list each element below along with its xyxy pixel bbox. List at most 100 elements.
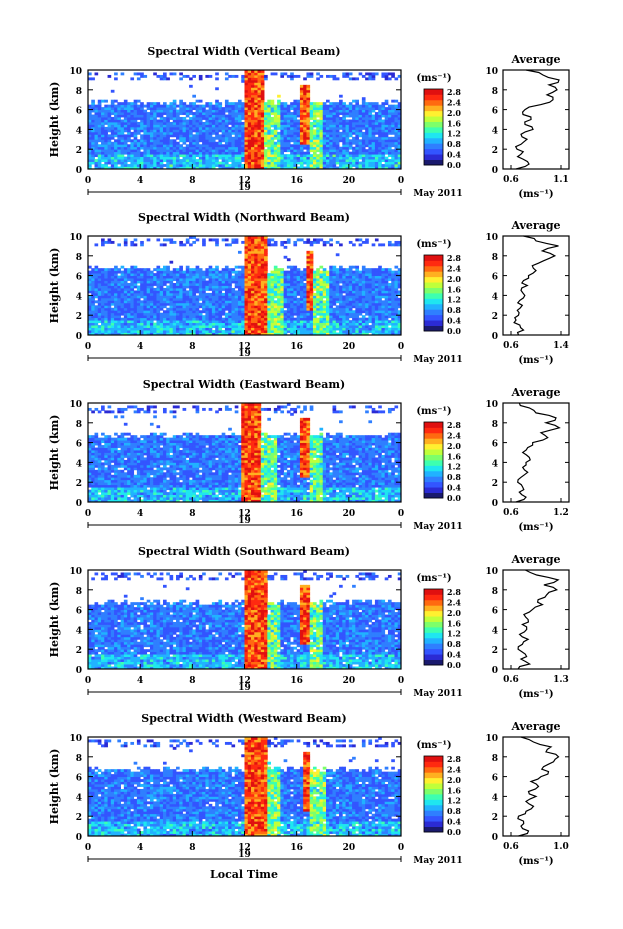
heatmap-cell bbox=[117, 159, 121, 162]
heatmap-cell bbox=[88, 77, 92, 81]
heatmap-cell bbox=[374, 107, 379, 111]
heatmap-cell bbox=[192, 307, 196, 311]
heatmap-cell bbox=[270, 141, 275, 145]
heatmap-cell bbox=[91, 292, 95, 296]
heatmap-cell bbox=[371, 74, 376, 78]
heatmap-cell bbox=[205, 74, 210, 78]
heatmap-cell bbox=[208, 330, 213, 333]
heatmap-cell bbox=[208, 305, 213, 309]
heatmap-cell bbox=[234, 315, 239, 319]
heatmap-cell bbox=[224, 265, 229, 269]
heatmap-cell bbox=[365, 141, 369, 145]
heatmap-cell bbox=[371, 124, 376, 128]
heatmap-cell bbox=[244, 245, 249, 249]
heatmap-cell bbox=[198, 297, 203, 301]
heatmap-cell bbox=[280, 149, 285, 153]
heatmap-cell bbox=[110, 131, 115, 135]
heatmap-cell bbox=[192, 117, 196, 120]
heatmap-cell bbox=[143, 307, 148, 311]
heatmap-cell bbox=[123, 322, 128, 326]
heatmap-cell bbox=[312, 327, 317, 331]
heatmap-cell bbox=[94, 325, 99, 328]
heatmap-cell bbox=[179, 283, 183, 286]
heatmap-cell bbox=[254, 268, 258, 272]
heatmap-cell bbox=[189, 297, 193, 301]
colorbar-tick-label: 2.0 bbox=[447, 108, 461, 118]
heatmap-cell bbox=[339, 156, 343, 160]
heatmap-cell bbox=[339, 154, 343, 158]
heatmap-cell bbox=[260, 139, 265, 143]
heatmap-cell bbox=[244, 87, 249, 91]
heatmap-cell bbox=[254, 166, 258, 170]
heatmap-cell bbox=[169, 240, 174, 244]
heatmap-cell bbox=[94, 270, 99, 274]
heatmap-cell bbox=[286, 159, 291, 162]
heatmap-cell bbox=[326, 327, 330, 331]
heatmap-cell bbox=[153, 290, 157, 294]
heatmap-cell bbox=[316, 240, 320, 244]
heatmap-cell bbox=[234, 322, 239, 326]
heatmap-cell bbox=[283, 270, 288, 274]
heatmap-cell bbox=[91, 302, 95, 306]
heatmap-cell bbox=[254, 129, 258, 133]
heatmap-cell bbox=[251, 87, 255, 91]
heatmap-cell bbox=[286, 141, 291, 145]
heatmap-cell bbox=[123, 325, 128, 328]
heatmap-cell bbox=[143, 104, 148, 108]
heatmap-cell bbox=[251, 77, 255, 81]
heatmap-cell bbox=[322, 307, 327, 311]
heatmap-cell bbox=[322, 161, 327, 165]
heatmap-cell bbox=[120, 325, 125, 328]
heatmap-cell bbox=[358, 119, 363, 123]
heatmap-cell bbox=[153, 280, 157, 284]
heatmap-cell bbox=[355, 112, 360, 115]
heatmap-cell bbox=[384, 77, 389, 81]
heatmap-cell bbox=[391, 119, 395, 123]
heatmap-cell bbox=[215, 126, 219, 130]
heatmap-cell bbox=[251, 305, 255, 309]
heatmap-cell bbox=[309, 290, 314, 294]
heatmap-cell bbox=[136, 300, 141, 304]
heatmap-cell bbox=[247, 317, 252, 321]
heatmap-cell bbox=[169, 302, 174, 306]
heatmap-cell bbox=[107, 270, 112, 274]
heatmap-cell bbox=[202, 283, 206, 286]
heatmap-cell bbox=[159, 280, 164, 284]
heatmap-cell bbox=[101, 273, 105, 277]
heatmap-cell bbox=[221, 273, 226, 277]
heatmap-cell bbox=[277, 275, 281, 279]
heatmap-cell bbox=[159, 134, 164, 138]
heatmap-cell bbox=[247, 119, 252, 123]
heatmap-cell bbox=[182, 126, 187, 130]
heatmap-cell bbox=[264, 312, 268, 316]
heatmap-cell bbox=[316, 161, 320, 165]
heatmap-cell bbox=[208, 307, 213, 311]
heatmap-cell bbox=[127, 164, 131, 167]
heatmap-cell bbox=[172, 114, 177, 118]
heatmap-cell bbox=[224, 312, 229, 316]
heatmap-cell bbox=[257, 156, 262, 160]
heatmap-cell bbox=[198, 312, 203, 316]
heatmap-cell bbox=[166, 134, 170, 138]
heatmap-cell bbox=[244, 307, 249, 311]
heatmap-cell bbox=[176, 119, 180, 123]
heatmap-cell bbox=[257, 94, 262, 98]
heatmap-cell bbox=[290, 268, 294, 272]
heatmap-cell bbox=[260, 136, 265, 140]
heatmap-cell bbox=[104, 292, 108, 296]
heatmap-cell bbox=[133, 295, 138, 299]
heatmap-cell bbox=[234, 325, 239, 328]
heatmap-cell bbox=[182, 270, 187, 274]
heatmap-cell bbox=[228, 302, 232, 306]
heatmap-cell bbox=[192, 134, 196, 138]
heatmap-cell bbox=[280, 146, 285, 150]
heatmap-cell bbox=[273, 327, 278, 331]
heatmap-cell bbox=[130, 149, 135, 153]
heatmap-cell bbox=[169, 297, 174, 301]
heatmap-cell bbox=[162, 305, 167, 309]
heatmap-cell bbox=[283, 295, 288, 299]
heatmap-cell bbox=[342, 129, 346, 133]
heatmap-cell bbox=[251, 146, 255, 150]
heatmap-cell bbox=[189, 285, 193, 289]
heatmap-cell bbox=[352, 154, 356, 158]
